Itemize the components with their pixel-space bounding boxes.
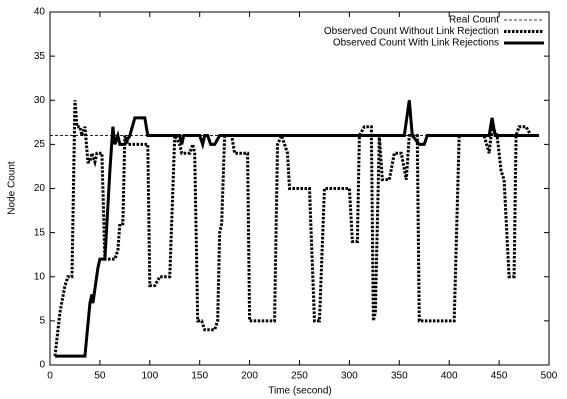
y-tick-label: 15	[34, 227, 46, 238]
series-line	[54, 100, 540, 358]
y-tick-label: 10	[34, 271, 46, 282]
x-tick-label: 400	[441, 371, 458, 382]
x-tick-label: 500	[541, 371, 558, 382]
y-tick-label: 30	[34, 95, 46, 106]
x-tick-label: 250	[291, 371, 308, 382]
y-tick-label: 40	[34, 7, 46, 18]
legend-label: Real Count	[449, 15, 499, 26]
y-tick-label: 5	[39, 316, 45, 327]
legend-label: Observed Count With Link Rejections	[333, 38, 499, 49]
x-axis-label: Time (second)	[268, 386, 332, 397]
x-tick-label: 450	[491, 371, 508, 382]
legend-label: Observed Count Without Link Rejection	[324, 26, 499, 37]
y-tick-label: 25	[34, 139, 46, 150]
x-tick-label: 150	[191, 371, 208, 382]
x-tick-label: 300	[341, 371, 358, 382]
x-tick-label: 200	[241, 371, 258, 382]
y-axis-label: Node Count	[7, 161, 18, 215]
x-tick-label: 350	[391, 371, 408, 382]
y-tick-label: 0	[39, 360, 45, 371]
x-tick-label: 0	[47, 371, 53, 382]
x-tick-label: 50	[94, 371, 106, 382]
y-tick-label: 35	[34, 51, 46, 62]
y-tick-label: 20	[34, 183, 46, 194]
x-tick-label: 100	[141, 371, 158, 382]
